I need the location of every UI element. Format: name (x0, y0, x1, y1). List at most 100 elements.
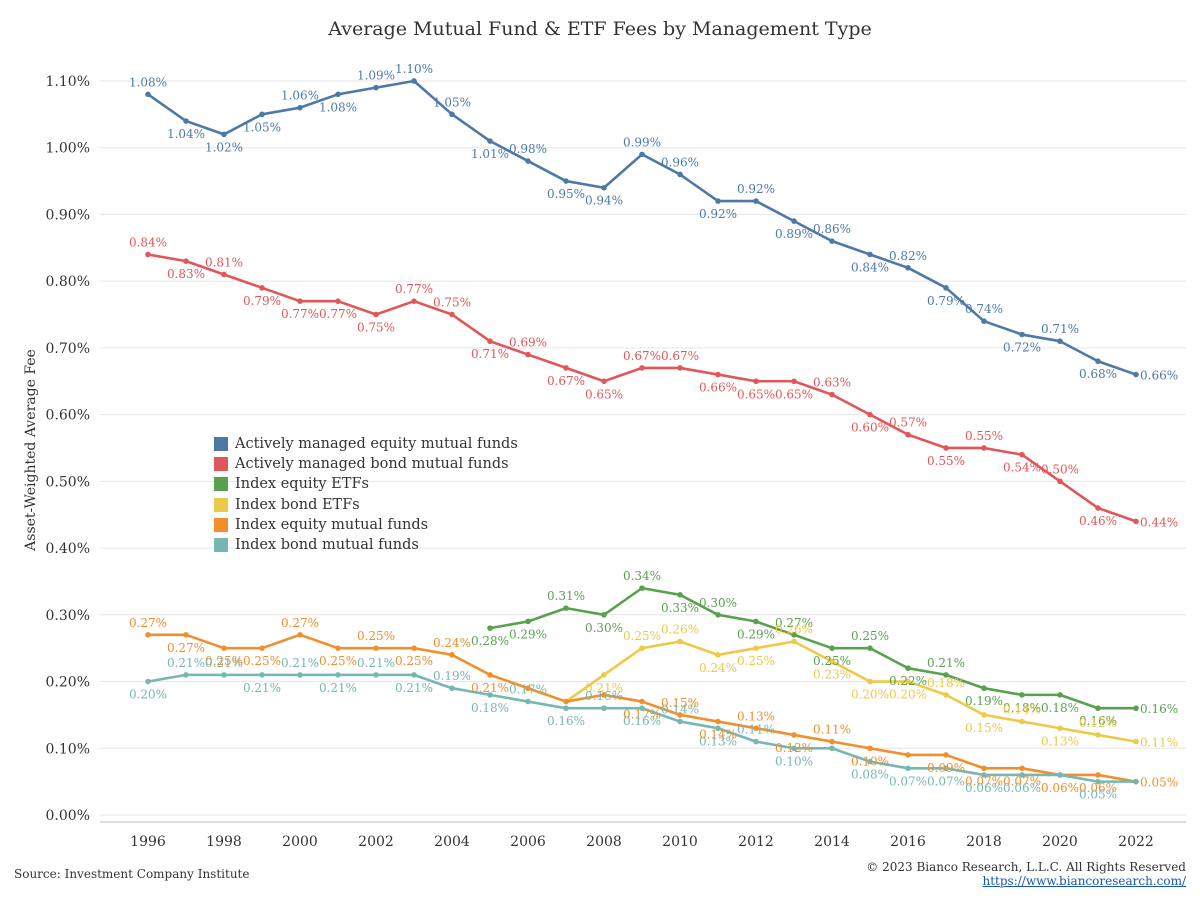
data-label: 0.05% (1079, 788, 1117, 802)
data-point (1057, 772, 1063, 778)
x-tick-label: 2020 (1042, 834, 1078, 850)
y-tick-label: 1.00% (46, 141, 90, 157)
legend-label: Index bond ETFs (235, 496, 360, 513)
data-point (601, 705, 607, 712)
data-label: 0.86% (813, 222, 851, 236)
data-label: 0.96% (661, 155, 699, 169)
data-point (677, 712, 683, 718)
chart-title: Average Mutual Fund & ETF Fees by Manage… (328, 18, 872, 40)
data-label: 0.71% (471, 347, 509, 361)
data-label: 0.13% (699, 734, 737, 748)
legend-swatch (214, 538, 228, 553)
copyright-note: © 2023 Bianco Research, L.L.C. All Right… (866, 860, 1186, 874)
legend-item: Index bond ETFs (214, 495, 518, 515)
data-label: 0.65% (737, 387, 775, 401)
data-label: 0.06% (1041, 781, 1079, 795)
data-point (829, 238, 835, 244)
data-label: 0.84% (851, 260, 889, 274)
data-label: 0.65% (585, 387, 623, 401)
data-point (335, 91, 341, 98)
data-label: 1.05% (243, 120, 281, 134)
data-point (145, 91, 151, 98)
data-label: 0.63% (813, 376, 851, 390)
data-label: 0.26% (661, 623, 699, 637)
data-label: 0.21% (927, 656, 965, 670)
y-tick-label: 0.60% (46, 408, 90, 424)
data-point (943, 672, 949, 678)
data-label: 0.79% (927, 294, 965, 308)
data-point (1057, 478, 1063, 485)
data-point (1095, 505, 1101, 511)
y-tick-label: 0.10% (46, 741, 90, 757)
data-point (753, 645, 759, 651)
data-label: 0.16% (547, 714, 585, 728)
data-point (525, 618, 531, 625)
legend-label: Index bond mutual funds (235, 537, 419, 554)
data-label: 0.27% (167, 641, 205, 655)
source-link[interactable]: https://www.biancoresearch.com/ (982, 874, 1186, 888)
data-point (715, 652, 721, 658)
data-point (829, 745, 835, 752)
data-point (487, 672, 493, 678)
data-label: 1.02% (205, 140, 243, 154)
data-point (601, 612, 607, 618)
data-label: 1.08% (129, 75, 167, 89)
data-point (373, 645, 379, 651)
data-label: 0.25% (737, 654, 775, 668)
data-point (715, 725, 721, 732)
data-label: 0.71% (1041, 322, 1079, 336)
data-point (905, 665, 911, 671)
legend-item: Index equity ETFs (214, 474, 518, 494)
series-line (488, 586, 1138, 710)
data-point (981, 445, 987, 451)
data-point (259, 672, 265, 678)
data-point (449, 311, 455, 318)
data-label: 0.68% (1079, 367, 1117, 381)
data-point (981, 712, 987, 718)
data-point (791, 745, 797, 752)
data-label: 0.44% (1140, 515, 1178, 529)
x-tick-label: 2008 (586, 834, 622, 850)
data-point (1019, 451, 1025, 458)
data-point (943, 752, 949, 758)
x-tick-label: 2006 (510, 834, 546, 850)
data-point (183, 632, 189, 638)
data-point (145, 251, 151, 258)
legend-swatch (214, 517, 228, 532)
data-point (1019, 772, 1025, 778)
data-point (259, 285, 265, 291)
data-label: 0.21% (205, 656, 243, 670)
y-tick-label: 0.00% (46, 808, 90, 824)
data-label: 0.21% (357, 656, 395, 670)
data-point (981, 318, 987, 324)
data-point (639, 585, 645, 591)
data-point (791, 218, 797, 224)
data-label: 0.16% (585, 689, 623, 703)
data-label: 0.16% (623, 714, 661, 728)
data-label: 0.79% (243, 294, 281, 308)
data-point (411, 645, 417, 651)
series-group (145, 78, 1139, 785)
legend-label: Actively managed bond mutual funds (235, 456, 509, 473)
legend-label: Actively managed equity mutual funds (235, 436, 518, 453)
data-label: 0.19% (433, 669, 471, 683)
data-label: 0.30% (699, 596, 737, 610)
series-line (564, 640, 1138, 743)
data-label: 0.75% (357, 321, 395, 335)
data-label: 0.14% (661, 703, 699, 717)
y-tick-label: 0.20% (46, 675, 90, 691)
legend-label: Index equity ETFs (235, 476, 369, 493)
data-point (601, 184, 607, 191)
legend: Actively managed equity mutual funds Acti… (214, 434, 518, 555)
x-tick-label: 2016 (890, 834, 926, 850)
data-label: 0.67% (661, 349, 699, 363)
data-label: 0.89% (775, 227, 813, 241)
x-tick-label: 2002 (358, 834, 394, 850)
data-point (791, 632, 797, 638)
y-tick-label: 1.10% (46, 74, 90, 90)
data-label: 0.13% (737, 709, 775, 723)
data-label: 0.29% (509, 627, 547, 641)
data-label: 0.21% (243, 681, 281, 695)
data-label: 0.26% (775, 623, 813, 637)
data-point (373, 84, 379, 91)
